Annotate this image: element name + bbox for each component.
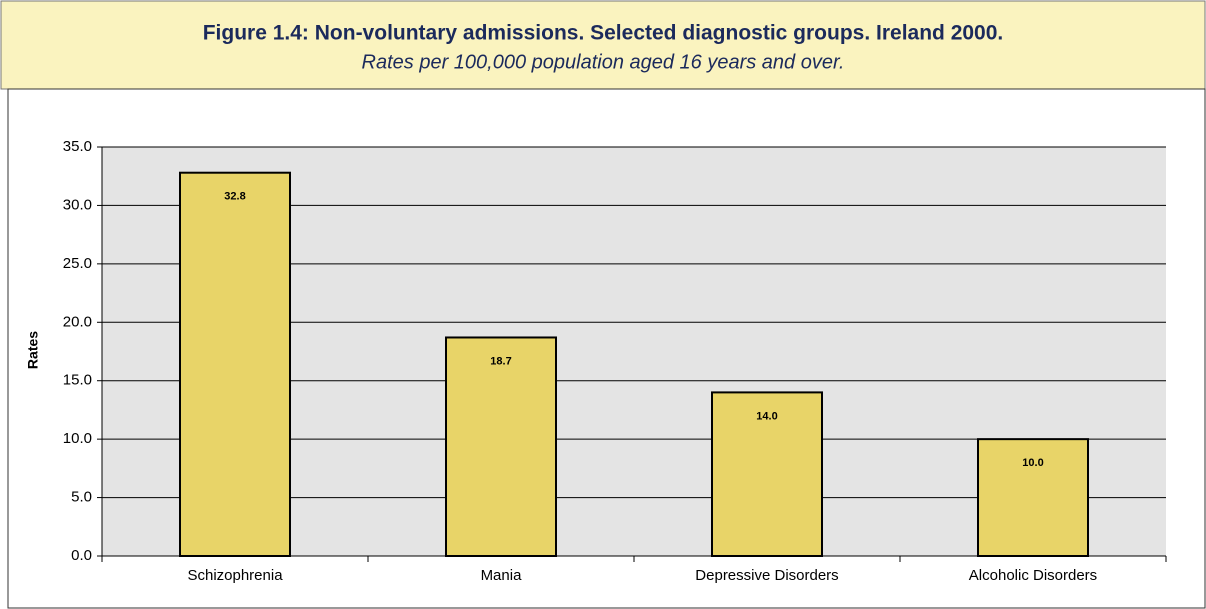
y-tick-label: 30.0: [63, 196, 92, 213]
bar: [711, 391, 823, 557]
y-tick-label: 25.0: [63, 255, 92, 272]
y-tick-label: 20.0: [63, 313, 92, 330]
x-tick-label: Schizophrenia: [187, 567, 283, 584]
y-tick-label: 0.0: [71, 547, 92, 564]
value-label: 10.0: [1022, 457, 1043, 469]
value-label: 18.7: [490, 355, 511, 367]
y-tick-label: 15.0: [63, 372, 92, 389]
bar: [977, 438, 1089, 557]
value-label: 32.8: [224, 191, 245, 203]
chart-title: Figure 1.4: Non-voluntary admissions. Se…: [203, 22, 1004, 45]
x-tick-label: Depressive Disorders: [695, 567, 838, 584]
header-band: [0, 0, 1206, 90]
x-tick-label: Mania: [481, 567, 523, 584]
bar: [179, 171, 291, 558]
y-tick-label: 10.0: [63, 430, 92, 447]
x-tick-label: Alcoholic Disorders: [969, 567, 1097, 584]
chart-frame: [7, 88, 1206, 609]
y-tick-label: 5.0: [71, 489, 92, 506]
value-label: 14.0: [756, 410, 777, 422]
y-tick-label: 35.0: [63, 138, 92, 155]
bar: [445, 336, 557, 557]
chart-subtitle: Rates per 100,000 population aged 16 yea…: [362, 51, 845, 73]
y-axis-label: Rates: [25, 331, 41, 369]
